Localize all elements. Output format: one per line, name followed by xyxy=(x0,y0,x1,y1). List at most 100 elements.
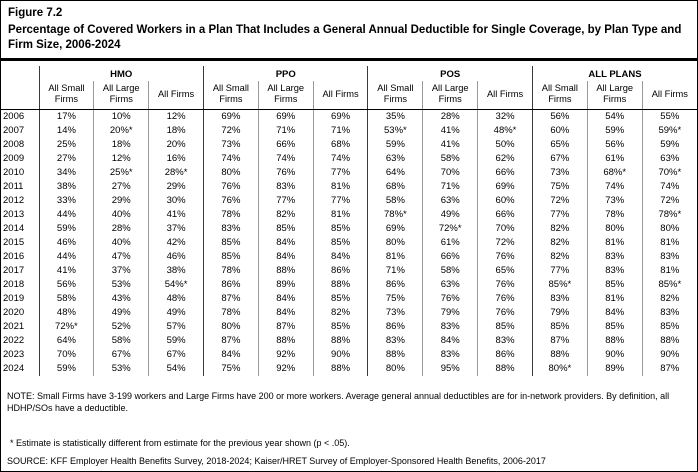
data-cell: 79% xyxy=(531,306,588,320)
data-cell: 85% xyxy=(586,278,643,292)
data-cell: 88% xyxy=(586,334,643,348)
data-cell: 85% xyxy=(477,320,533,334)
data-cell: 78% xyxy=(202,208,259,222)
table-row: 2020 48% 49% 49% 78% 84% 82% 73% 79% 76% 79% 84% 83% xyxy=(1,306,697,320)
year-cell: 2013 xyxy=(3,209,25,220)
group-header: PPO xyxy=(202,66,368,81)
data-cell: 66% xyxy=(477,166,533,180)
data-cell: 87% xyxy=(531,334,588,348)
data-cell: 37% xyxy=(148,222,204,236)
subheader-cell: All Small Firms xyxy=(367,81,423,110)
table-row: 2015 46% 40% 42% 85% 84% 85% 80% 61% 72% 82% 81% 81% xyxy=(1,236,697,250)
data-cell: 44% xyxy=(38,208,94,222)
year-cell: 2010 xyxy=(3,167,25,178)
data-cell: 81% xyxy=(641,236,697,250)
data-cell: 54%* xyxy=(148,278,204,292)
data-cell: 69% xyxy=(312,109,368,124)
data-cell: 56% xyxy=(531,109,588,124)
group-header: POS xyxy=(367,66,533,81)
data-cell: 86% xyxy=(367,320,423,334)
data-cell: 85% xyxy=(586,320,643,334)
data-cell: 84% xyxy=(422,334,478,348)
data-cell: 92% xyxy=(257,362,314,376)
data-cell: 63% xyxy=(641,152,697,166)
data-cell: 81% xyxy=(367,250,423,264)
data-cell: 85% xyxy=(312,236,368,250)
data-cell: 88% xyxy=(477,362,533,376)
data-cell: 18% xyxy=(93,138,149,152)
data-cell: 84% xyxy=(586,306,643,320)
data-cell: 69% xyxy=(257,109,314,124)
data-cell: 68%* xyxy=(586,166,643,180)
data-cell: 60% xyxy=(531,124,588,138)
data-cell: 82% xyxy=(531,236,588,250)
data-cell: 85% xyxy=(312,222,368,236)
data-cell: 83% xyxy=(422,348,478,362)
data-cell: 57% xyxy=(148,320,204,334)
data-cell: 34% xyxy=(38,166,94,180)
data-cell: 77% xyxy=(257,194,314,208)
data-cell: 56% xyxy=(586,138,643,152)
data-cell: 46% xyxy=(148,250,204,264)
data-cell: 29% xyxy=(148,180,204,194)
data-cell: 80% xyxy=(586,222,643,236)
table-row: 2018 56% 53% 54%* 86% 89% 88% 86% 63% 76% 85%* 85% 8… xyxy=(1,278,697,292)
data-cell: 25% xyxy=(38,138,94,152)
data-cell: 60% xyxy=(477,194,533,208)
data-cell: 72% xyxy=(641,194,697,208)
data-cell: 85%* xyxy=(531,278,588,292)
table-row: 2013 44% 40% 41% 78% 82% 81% 78%* 49% 66% 77% 78% 78… xyxy=(1,208,697,222)
data-cell: 79% xyxy=(422,306,478,320)
data-cell: 75% xyxy=(531,180,588,194)
data-cell: 30% xyxy=(148,194,204,208)
data-cell: 70% xyxy=(38,348,94,362)
subheader-cell: All Firms xyxy=(312,81,368,110)
data-cell: 90% xyxy=(641,348,697,362)
data-cell: 90% xyxy=(586,348,643,362)
data-cell: 88% xyxy=(257,264,314,278)
data-cell: 78%* xyxy=(367,208,423,222)
group-header: HMO xyxy=(38,66,204,81)
data-cell: 80% xyxy=(202,320,259,334)
data-cell: 77% xyxy=(312,194,368,208)
year-cell: 2022 xyxy=(3,335,25,346)
data-cell: 86% xyxy=(367,278,423,292)
data-cell: 35% xyxy=(367,109,423,124)
data-cell: 92% xyxy=(257,348,314,362)
year-cell: 2021 xyxy=(3,321,25,332)
data-cell: 72%* xyxy=(38,320,94,334)
data-cell: 83% xyxy=(367,334,423,348)
year-cell: 2016 xyxy=(3,251,25,262)
data-cell: 75% xyxy=(202,362,259,376)
data-cell: 61% xyxy=(422,236,478,250)
data-cell: 12% xyxy=(93,152,149,166)
data-cell: 12% xyxy=(148,109,204,124)
data-cell: 28% xyxy=(93,222,149,236)
data-cell: 76% xyxy=(257,166,314,180)
data-cell: 49% xyxy=(422,208,478,222)
data-cell: 82% xyxy=(641,292,697,306)
table-row: 2006 17% 10% 12% 69% 69% 69% 35% 28% 32% 56% 54% 55% xyxy=(1,109,697,124)
year-cell: 2009 xyxy=(3,153,25,164)
table-row: 2009 27% 12% 16% 74% 74% 74% 63% 58% 62% 67% 61% 63% xyxy=(1,152,697,166)
data-cell: 49% xyxy=(93,306,149,320)
data-cell: 74% xyxy=(586,180,643,194)
estimate-note: * Estimate is statistically different fr… xyxy=(10,438,350,448)
figure-title: Percentage of Covered Workers in a Plan … xyxy=(8,24,682,51)
data-cell: 65% xyxy=(477,264,533,278)
note-text: NOTE: Small Firms have 3-199 workers and… xyxy=(7,391,670,413)
data-cell: 59% xyxy=(38,222,94,236)
data-cell: 52% xyxy=(93,320,149,334)
table-row: 2023 70% 67% 67% 84% 92% 90% 88% 83% 86% 88% 90% 90% xyxy=(1,348,697,362)
data-cell: 85% xyxy=(312,292,368,306)
data-cell: 58% xyxy=(422,152,478,166)
year-cell: 2008 xyxy=(3,139,25,150)
data-cell: 74% xyxy=(312,152,368,166)
data-cell: 88% xyxy=(531,348,588,362)
data-cell: 20% xyxy=(148,138,204,152)
data-cell: 82% xyxy=(531,222,588,236)
year-cell: 2011 xyxy=(3,181,24,192)
data-cell: 83% xyxy=(477,334,533,348)
data-cell: 41% xyxy=(422,124,478,138)
